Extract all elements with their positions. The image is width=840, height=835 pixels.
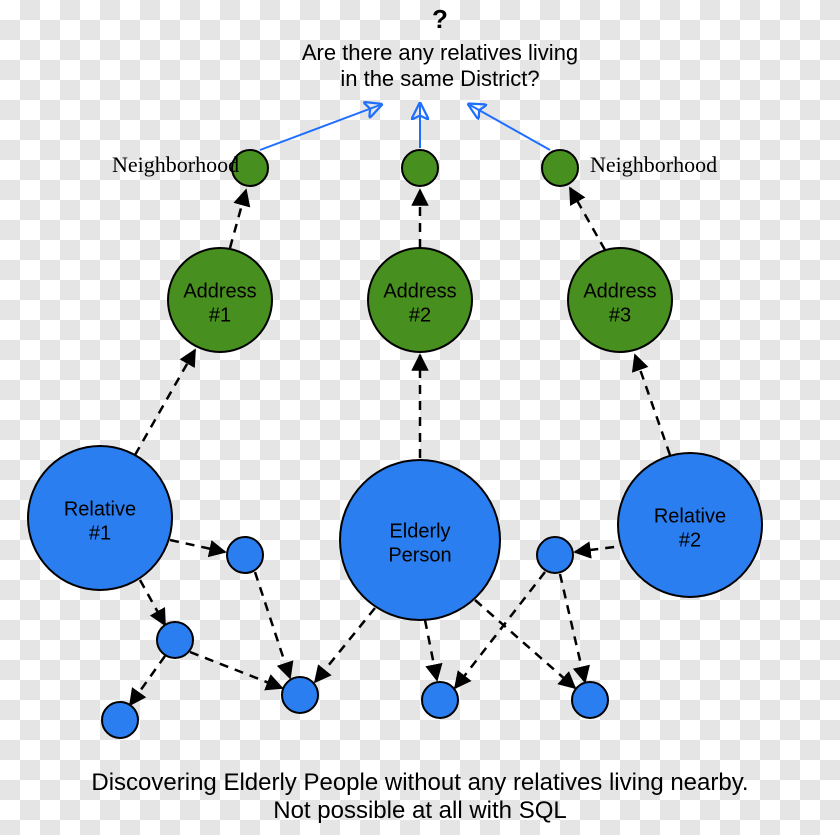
node-nb3 (542, 150, 578, 186)
label-elderly-1: Elderly (389, 520, 450, 542)
label-addr1-2: #1 (209, 304, 231, 326)
edge-blue (470, 105, 550, 150)
edge (560, 574, 585, 682)
label-addr2-1: Address (383, 280, 456, 302)
node-sb5 (537, 537, 573, 573)
edge (170, 540, 225, 552)
label-addr2-2: #2 (409, 304, 431, 326)
edge (230, 190, 246, 248)
node-sb4 (422, 682, 458, 718)
edge (130, 656, 165, 705)
edge (140, 580, 165, 625)
diagram-canvas: Address#1Address#2Address#3 Relative#1El… (0, 0, 840, 835)
edges-to-question (260, 105, 550, 150)
label-addr3-1: Address (583, 280, 656, 302)
edge (635, 355, 670, 455)
node-nb2 (402, 150, 438, 186)
caption-line-1: Discovering Elderly People without any r… (91, 769, 748, 796)
edge (570, 188, 605, 250)
node-sb6 (572, 682, 608, 718)
people-nodes: Relative#1ElderlyPersonRelative#2 (28, 446, 762, 620)
neighborhood-nodes (232, 150, 578, 186)
node-sb3 (282, 677, 318, 713)
question-mark: ? (432, 4, 448, 34)
label-addr1-1: Address (183, 280, 256, 302)
label-elderly-2: Person (388, 544, 451, 566)
address-nodes: Address#1Address#2Address#3 (168, 248, 672, 352)
node-sb7 (102, 702, 138, 738)
edge (315, 608, 375, 682)
edge (475, 600, 575, 688)
label-relative2-2: #2 (679, 529, 701, 551)
edge-blue (260, 105, 380, 150)
edge (190, 652, 282, 688)
caption-line-2: Not possible at all with SQL (273, 797, 566, 824)
node-sb2 (157, 622, 193, 658)
label-relative1-2: #1 (89, 522, 111, 544)
label-relative2-1: Relative (654, 505, 726, 527)
title-line-1: Are there any relatives living (302, 40, 578, 65)
label-relative1-1: Relative (64, 498, 136, 520)
title-line-2: in the same District? (340, 66, 539, 91)
neighborhood-label-left: Neighborhood (112, 152, 239, 177)
label-addr3-2: #3 (609, 304, 631, 326)
edge (255, 572, 290, 678)
node-sb1 (227, 537, 263, 573)
edge (425, 620, 437, 680)
edge (135, 350, 195, 455)
neighborhood-label-right: Neighborhood (590, 152, 717, 177)
